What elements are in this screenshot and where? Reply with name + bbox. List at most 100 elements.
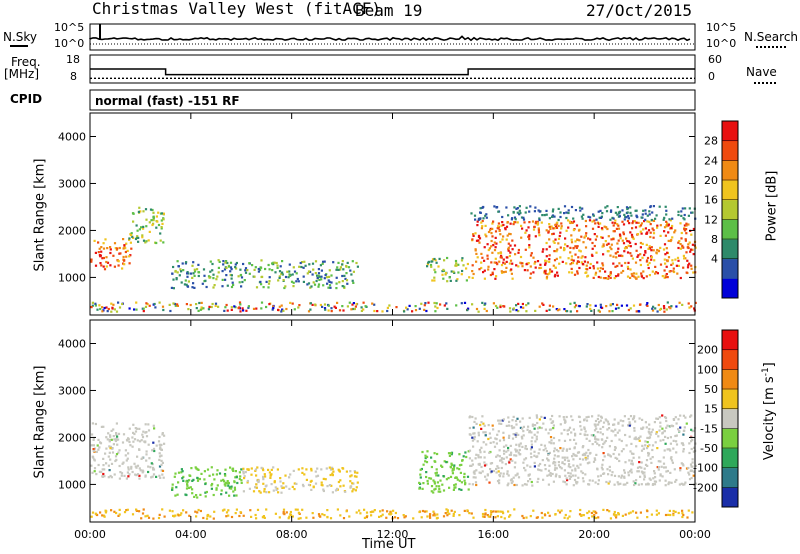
scatter-cell	[256, 508, 260, 511]
scatter-cell	[641, 471, 644, 474]
scatter-cell	[633, 483, 636, 487]
scatter-cell	[497, 252, 500, 255]
y-tick-label: 1000	[58, 271, 86, 284]
scatter-cell	[255, 483, 258, 486]
scatter-cell	[560, 225, 563, 228]
scatter-cell	[197, 508, 200, 512]
scatter-cell	[223, 508, 226, 511]
scatter-cell	[502, 439, 506, 442]
scatter-cell	[171, 488, 174, 491]
scatter-cell	[317, 285, 320, 288]
scatter-cell	[690, 264, 693, 267]
scatter-cell	[473, 470, 476, 473]
scatter-cell	[495, 467, 498, 471]
scatter-cell	[598, 216, 601, 219]
scatter-cell	[449, 279, 452, 282]
freq-trace	[90, 68, 695, 79]
scatter-cell	[291, 515, 294, 518]
scatter-cell	[674, 229, 677, 232]
scatter-cell	[498, 482, 501, 485]
scatter-cell	[646, 516, 649, 519]
scatter-cell	[234, 263, 237, 266]
scatter-cell	[659, 460, 662, 463]
scatter-cell	[268, 303, 271, 306]
scatter-cell	[568, 220, 571, 223]
scatter-cell	[105, 256, 108, 259]
scatter-cell	[509, 479, 513, 482]
scatter-cell	[634, 420, 637, 423]
scatter-cell	[130, 232, 133, 235]
scatter-cell	[242, 472, 245, 475]
scatter-cell	[215, 487, 218, 490]
scatter-cell	[326, 282, 329, 285]
scatter-cell	[429, 516, 432, 519]
scatter-cell	[489, 436, 492, 439]
scatter-cell	[221, 270, 224, 273]
scatter-cell	[352, 488, 355, 491]
scatter-cell	[262, 478, 265, 481]
scatter-cell	[510, 481, 513, 485]
scatter-cell	[330, 307, 333, 310]
scatter-cell	[664, 274, 667, 277]
scatter-cell	[658, 429, 661, 432]
scatter-cell	[523, 458, 526, 461]
scatter-cell	[132, 440, 135, 443]
scatter-cell	[395, 306, 398, 309]
scatter-cell	[578, 457, 582, 460]
scatter-cell	[189, 303, 192, 307]
scatter-cell	[339, 479, 342, 482]
scatter-cell	[594, 222, 597, 225]
scatter-cell	[610, 248, 613, 251]
scatter-cell	[608, 310, 611, 313]
scatter-cell	[573, 306, 576, 309]
scatter-cell	[446, 256, 449, 260]
y-tick-label: 3000	[58, 177, 86, 190]
scatter-cell	[572, 452, 575, 456]
scatter-cell	[117, 438, 120, 441]
scatter-cell	[472, 233, 475, 236]
scatter-cell	[505, 456, 508, 459]
scatter-cell	[337, 261, 340, 264]
scatter-cell	[435, 485, 438, 488]
scatter-cell	[172, 302, 175, 305]
scatter-cell	[271, 269, 274, 272]
scatter-cell	[518, 445, 521, 448]
scatter-cell	[136, 455, 139, 458]
scatter-cell	[581, 255, 584, 258]
scatter-cell	[502, 418, 505, 421]
scatter-cell	[662, 456, 665, 459]
scatter-cell	[639, 253, 642, 256]
scatter-cell	[668, 448, 671, 451]
scatter-cell	[126, 508, 129, 511]
scatter-cell	[596, 417, 599, 421]
scatter-cell	[552, 232, 555, 235]
scatter-cell	[646, 231, 649, 234]
scatter-cell	[483, 464, 487, 467]
scatter-cell	[117, 432, 121, 435]
scatter-cell	[630, 272, 633, 276]
scatter-cell	[646, 436, 649, 439]
scatter-cell	[663, 430, 666, 433]
scatter-cell	[482, 422, 485, 425]
scatter-cell	[632, 272, 635, 275]
scatter-cell	[128, 427, 131, 430]
scatter-cell	[241, 280, 244, 284]
scatter-cell	[553, 215, 556, 218]
scatter-cell	[326, 276, 329, 279]
scatter-cell	[504, 270, 507, 273]
scatter-cell	[160, 219, 163, 222]
scatter-cell	[310, 488, 313, 491]
scatter-cell	[498, 449, 501, 452]
scatter-cell	[465, 279, 468, 282]
scatter-cell	[609, 303, 612, 306]
scatter-cell	[101, 257, 104, 260]
scatter-cell	[217, 259, 220, 262]
scatter-cell	[179, 513, 182, 517]
scatter-cell	[193, 274, 196, 277]
scatter-cell	[497, 225, 500, 228]
scatter-cell	[194, 510, 197, 513]
scatter-cell	[355, 261, 358, 265]
scatter-cell	[555, 473, 558, 476]
scatter-cell	[493, 241, 496, 244]
scatter-cell	[469, 464, 472, 467]
